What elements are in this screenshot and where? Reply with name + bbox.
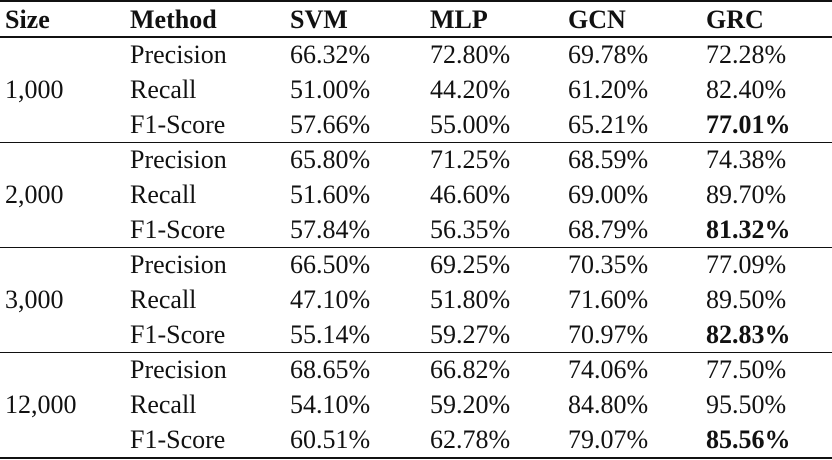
value-cell: 70.35% [568,250,649,279]
value-cell: 66.82% [430,355,511,384]
value-cell: 69.00% [568,180,649,209]
table-rule [0,142,832,144]
method-cell: Precision [130,250,227,279]
value-cell: 56.35% [430,215,511,244]
value-cell: 71.25% [430,145,511,174]
value-cell: 60.51% [290,425,371,454]
header-cell: SVM [290,5,348,34]
value-cell: 59.27% [430,320,511,349]
value-cell: 70.97% [568,320,649,349]
header-cell: Size [5,5,50,34]
method-cell: F1-Score [130,320,226,349]
value-cell: 59.20% [430,390,511,419]
value-cell: 81.32% [706,215,791,244]
value-cell: 77.01% [706,110,791,139]
header-cell: MLP [430,5,488,34]
method-cell: Precision [130,40,227,69]
value-cell: 82.40% [706,75,787,104]
method-cell: Precision [130,145,227,174]
value-cell: 77.50% [706,355,787,384]
table-rule [0,457,832,459]
size-cell: 12,000 [5,390,77,419]
size-cell: 2,000 [5,180,64,209]
value-cell: 77.09% [706,250,787,279]
value-cell: 55.00% [430,110,511,139]
method-cell: Recall [130,390,197,419]
table-rule [0,0,832,2]
value-cell: 68.59% [568,145,649,174]
value-cell: 74.06% [568,355,649,384]
value-cell: 84.80% [568,390,649,419]
value-cell: 79.07% [568,425,649,454]
value-cell: 66.32% [290,40,371,69]
value-cell: 54.10% [290,390,371,419]
value-cell: 82.83% [706,320,791,349]
value-cell: 68.65% [290,355,371,384]
value-cell: 89.70% [706,180,787,209]
table-rule [0,352,832,354]
value-cell: 68.79% [568,215,649,244]
value-cell: 85.56% [706,425,791,454]
method-cell: F1-Score [130,110,226,139]
value-cell: 65.21% [568,110,649,139]
method-cell: F1-Score [130,215,226,244]
value-cell: 95.50% [706,390,787,419]
value-cell: 51.80% [430,285,511,314]
value-cell: 69.78% [568,40,649,69]
size-cell: 1,000 [5,75,64,104]
value-cell: 55.14% [290,320,371,349]
value-cell: 51.00% [290,75,371,104]
value-cell: 89.50% [706,285,787,314]
header-cell: GCN [568,5,626,34]
method-cell: F1-Score [130,425,226,454]
method-cell: Recall [130,75,197,104]
value-cell: 71.60% [568,285,649,314]
value-cell: 62.78% [430,425,511,454]
value-cell: 69.25% [430,250,511,279]
method-cell: Recall [130,285,197,314]
value-cell: 72.80% [430,40,511,69]
value-cell: 47.10% [290,285,371,314]
value-cell: 65.80% [290,145,371,174]
value-cell: 51.60% [290,180,371,209]
value-cell: 61.20% [568,75,649,104]
method-cell: Precision [130,355,227,384]
size-cell: 3,000 [5,285,64,314]
header-cell: GRC [706,5,764,34]
value-cell: 46.60% [430,180,511,209]
value-cell: 57.66% [290,110,371,139]
table-rule [0,247,832,249]
table-rule [0,36,832,38]
value-cell: 72.28% [706,40,787,69]
header-cell: Method [130,5,217,34]
value-cell: 44.20% [430,75,511,104]
value-cell: 57.84% [290,215,371,244]
value-cell: 74.38% [706,145,787,174]
value-cell: 66.50% [290,250,371,279]
method-cell: Recall [130,180,197,209]
